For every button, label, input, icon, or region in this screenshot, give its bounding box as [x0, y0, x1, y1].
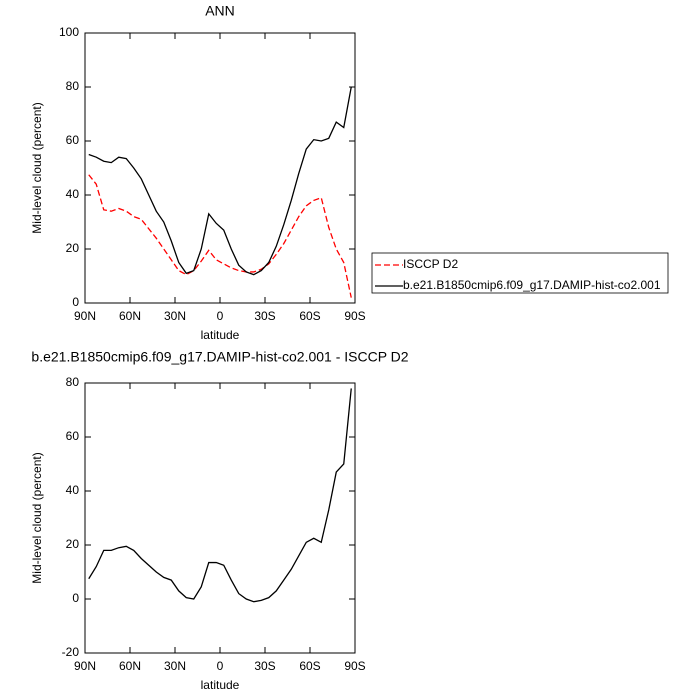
data-line: [88, 388, 352, 603]
y-axis-label: Mid-level cloud (percent): [30, 102, 44, 233]
y-tick-label: 40: [66, 187, 80, 201]
legend-box: [371, 252, 669, 294]
y-tick-label: 40: [66, 483, 80, 497]
legend-label: b.e21.B1850cmip6.f09_g17.DAMIP-hist-co2.…: [403, 278, 661, 292]
x-axis-label: latitude: [201, 678, 240, 692]
x-tick-label: 60N: [119, 309, 141, 323]
y-tick-label: 80: [66, 79, 80, 93]
y-tick-label: 80: [66, 375, 80, 389]
chart-title: b.e21.B1850cmip6.f09_g17.DAMIP-hist-co2.…: [31, 349, 408, 365]
y-tick-label: -20: [62, 645, 80, 659]
x-tick-label: 90N: [74, 659, 96, 673]
y-tick-label: 100: [59, 25, 79, 39]
y-tick-label: 0: [72, 591, 79, 605]
x-tick-label: 60S: [299, 659, 320, 673]
x-tick-label: 0: [217, 659, 224, 673]
x-tick-label: 90N: [74, 309, 96, 323]
y-tick-label: 60: [66, 133, 80, 147]
x-tick-label: 30S: [254, 659, 275, 673]
plot-frame: [84, 32, 356, 304]
chart-title: ANN: [205, 3, 235, 19]
y-axis-label: Mid-level cloud (percent): [30, 452, 44, 583]
x-tick-label: 90S: [344, 659, 365, 673]
data-line: [88, 86, 352, 276]
x-tick-label: 60S: [299, 309, 320, 323]
x-axis-label: latitude: [201, 328, 240, 342]
x-tick-label: 30N: [164, 659, 186, 673]
y-tick-label: 60: [66, 429, 80, 443]
x-tick-label: 30S: [254, 309, 275, 323]
y-tick-label: 0: [72, 295, 79, 309]
x-tick-label: 60N: [119, 659, 141, 673]
y-tick-label: 20: [66, 241, 80, 255]
x-tick-label: 30N: [164, 309, 186, 323]
plot-frame: [84, 382, 356, 654]
y-tick-label: 20: [66, 537, 80, 551]
x-tick-label: 0: [217, 309, 224, 323]
data-line: [88, 174, 352, 298]
legend-label: ISCCP D2: [403, 257, 458, 271]
x-tick-label: 90S: [344, 309, 365, 323]
